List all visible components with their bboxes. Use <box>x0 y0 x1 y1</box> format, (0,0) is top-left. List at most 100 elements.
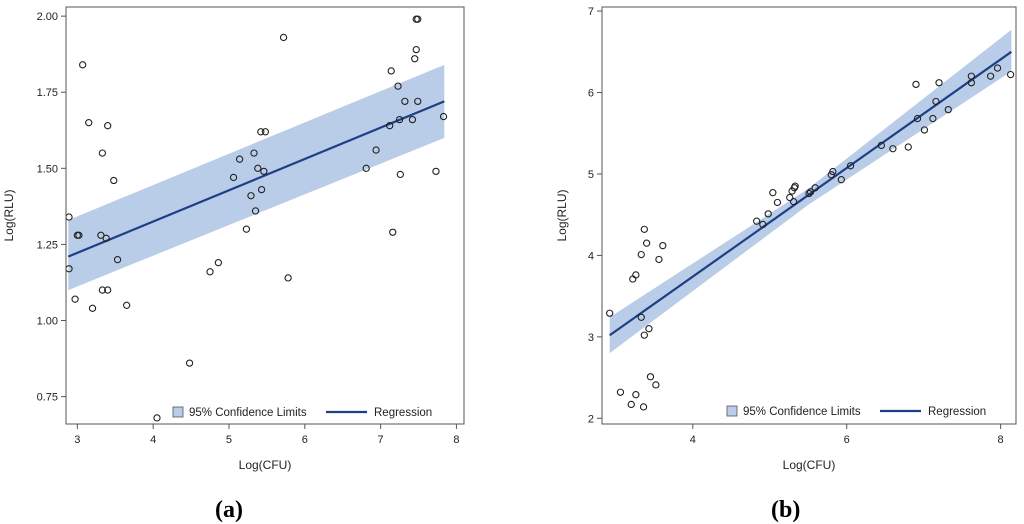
data-point <box>912 80 920 89</box>
data-point <box>944 105 952 114</box>
data-point <box>889 145 897 153</box>
legend: 95% Confidence Limits Regression <box>726 405 986 418</box>
data-point <box>372 146 380 154</box>
data-point <box>75 231 83 239</box>
data-point <box>414 15 422 23</box>
data-point <box>102 234 110 242</box>
y-tick-label: 3 <box>588 332 594 344</box>
data-point <box>71 295 79 303</box>
y-axis-label: Log(RLU) <box>555 189 569 241</box>
data-point <box>279 33 288 42</box>
data-point <box>97 231 105 239</box>
data-point <box>432 167 440 176</box>
legend-band-swatch <box>172 406 184 418</box>
data-point <box>932 97 940 106</box>
x-tick-label: 5 <box>226 434 232 446</box>
data-point <box>408 115 417 124</box>
regression-line <box>67 100 445 258</box>
panel-a: 3 4 5 6 7 8 0.75 1.00 1.25 1.50 1.75 2.00 Log(CFU)… <box>2 6 465 472</box>
y-tick-label: 7 <box>588 6 594 18</box>
data-point <box>153 414 161 422</box>
x-tick-label: 6 <box>844 434 850 446</box>
data-point <box>967 79 976 87</box>
plot-frame <box>601 6 1017 425</box>
data-point <box>791 182 799 190</box>
data-point <box>904 143 912 151</box>
legend-line-label: Regression <box>928 406 986 418</box>
data-point <box>640 331 648 339</box>
x-tick-label: 4 <box>690 434 696 446</box>
data-point <box>929 114 937 123</box>
data-point <box>414 97 422 106</box>
data-point <box>846 162 855 170</box>
y-axis: 0.75 1.00 1.25 1.50 1.75 2.00 <box>37 11 66 404</box>
legend-line-label: Regression <box>374 407 432 419</box>
y-axis: 2 3 4 5 6 7 <box>588 6 602 425</box>
confidence-band <box>68 64 445 291</box>
plot-frame <box>65 6 465 425</box>
data-point <box>645 325 653 333</box>
data-point <box>122 301 131 309</box>
data-point <box>257 185 266 194</box>
data-point <box>251 207 260 215</box>
panel-label-a: (a) <box>215 497 243 523</box>
data-point <box>104 122 112 130</box>
data-point <box>789 198 798 206</box>
regression-line <box>609 50 1013 337</box>
data-point <box>411 55 419 63</box>
data-point <box>104 286 112 294</box>
data-point <box>229 173 238 182</box>
data-point <box>284 274 292 282</box>
data-point <box>616 388 625 396</box>
data-point <box>837 176 845 184</box>
data-point <box>386 122 394 130</box>
data-point <box>401 97 409 106</box>
confidence-band <box>609 29 1012 354</box>
data-point <box>65 213 73 221</box>
data-point <box>655 255 663 264</box>
data-point <box>98 149 107 157</box>
data-point <box>235 155 244 163</box>
data-point <box>98 286 107 294</box>
data-point <box>395 115 404 124</box>
data-point <box>257 128 265 136</box>
data-point <box>764 210 772 218</box>
data-point <box>85 119 93 127</box>
data-point <box>806 188 815 196</box>
data-point <box>805 189 813 198</box>
data-point <box>986 72 995 80</box>
x-axis: 3 4 5 6 7 8 <box>74 424 459 446</box>
data-point <box>640 225 648 233</box>
legend: 95% Confidence Limits Regression <box>172 406 432 419</box>
data-point <box>110 176 118 185</box>
data-point <box>1006 70 1015 79</box>
scatter-points <box>65 15 448 422</box>
data-point <box>913 114 922 123</box>
data-point <box>769 189 777 197</box>
data-point <box>79 61 87 69</box>
data-point <box>759 220 767 229</box>
y-tick-label: 2 <box>588 413 594 425</box>
data-point <box>250 149 258 157</box>
legend-band-label: 95% Confidence Limits <box>743 406 861 418</box>
data-point <box>606 309 614 317</box>
data-point <box>639 403 648 411</box>
y-tick-label: 1.00 <box>37 316 58 328</box>
data-point <box>254 164 262 172</box>
data-point <box>260 167 268 176</box>
data-point <box>935 79 943 87</box>
data-point <box>637 250 645 259</box>
data-point <box>242 225 251 233</box>
data-point <box>642 239 651 247</box>
data-point <box>877 141 885 150</box>
data-point <box>632 271 640 279</box>
data-point <box>829 167 837 176</box>
y-axis-label: Log(RLU) <box>2 189 16 241</box>
data-point <box>786 193 794 202</box>
data-point <box>206 268 214 276</box>
x-axis: 4 6 8 <box>690 424 1004 446</box>
x-tick-label: 8 <box>998 434 1004 446</box>
y-tick-label: 4 <box>588 250 594 262</box>
y-tick-label: 1.50 <box>37 163 58 175</box>
